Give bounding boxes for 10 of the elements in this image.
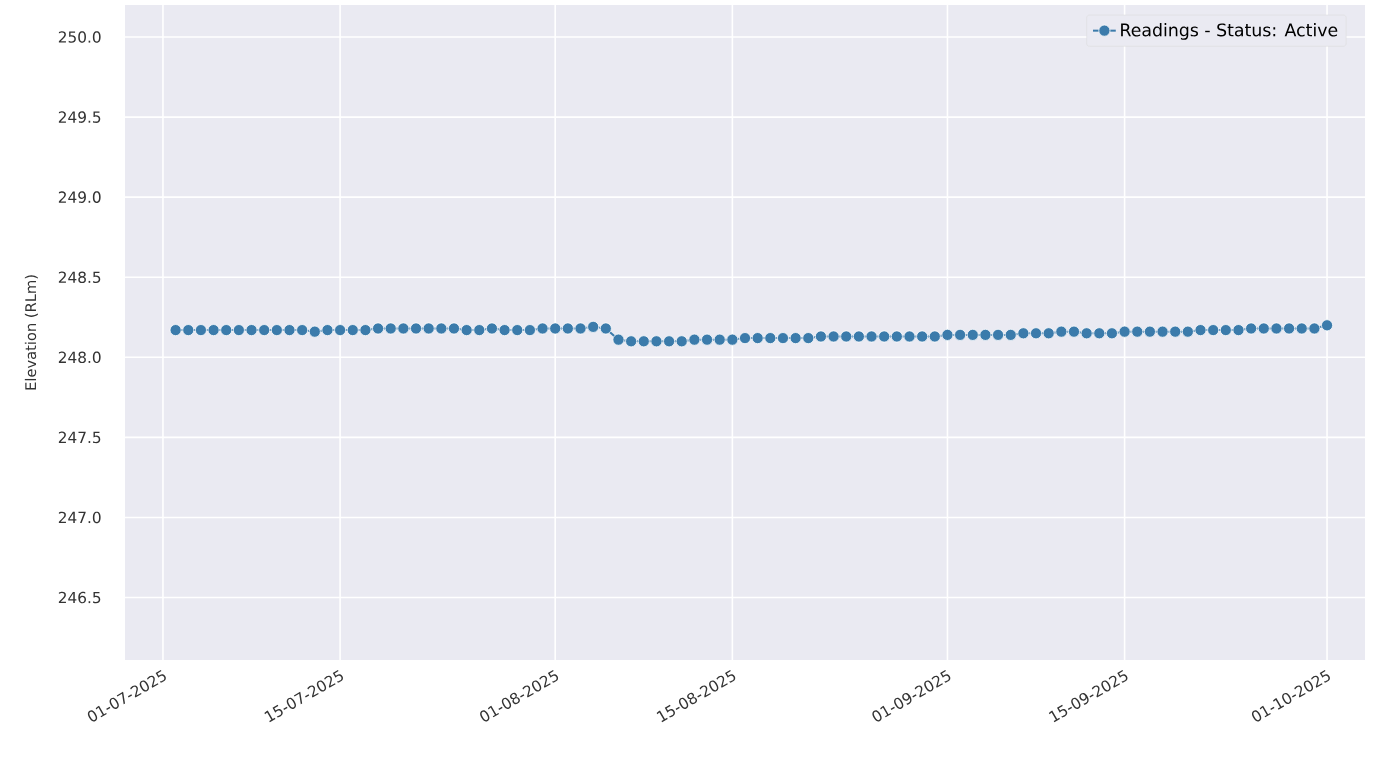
y-tick-label: 249.5 <box>58 111 101 123</box>
y-tick-label: 248.5 <box>58 271 101 284</box>
y-axis-title: Elevation (RLm) <box>24 275 38 390</box>
y-tick-label: 247.0 <box>58 511 101 524</box>
y-tick-label: 248.0 <box>58 351 101 364</box>
y-tick-label: 249.0 <box>58 191 101 203</box>
y-tick-label: 247.5 <box>58 431 101 444</box>
y-tick-label: 246.5 <box>58 591 101 604</box>
y-tick-label: 250.0 <box>58 31 101 43</box>
legend-label: Readings - Status: Active <box>1121 23 1338 40</box>
